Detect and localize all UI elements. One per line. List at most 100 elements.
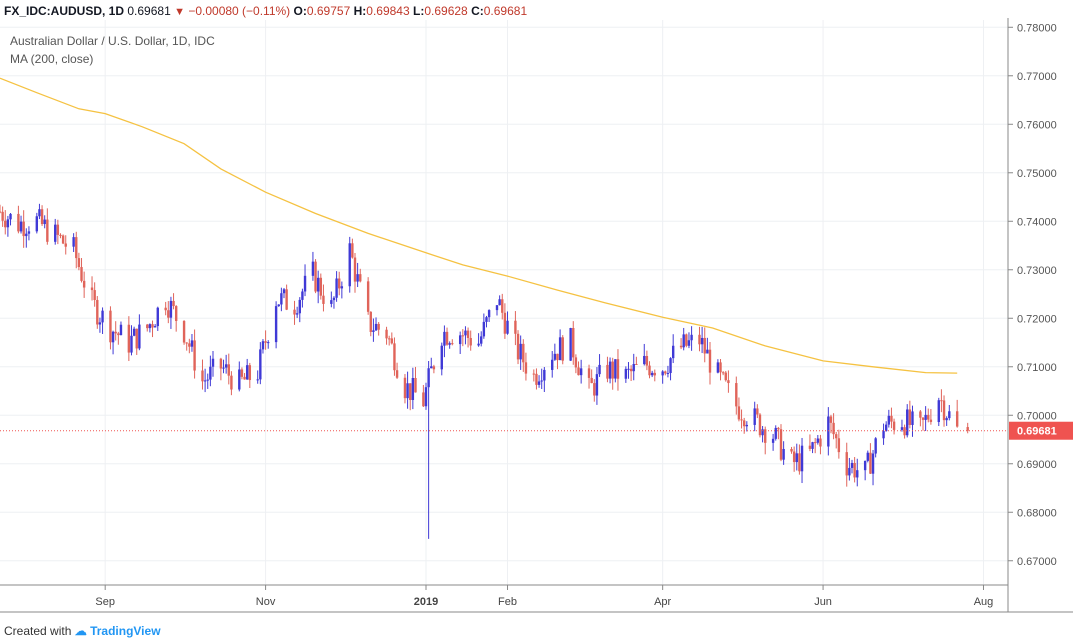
candle-body — [127, 324, 131, 353]
candle-body — [169, 300, 173, 318]
candle-body — [727, 380, 730, 384]
candle-body — [188, 343, 191, 347]
low-value: 0.69628 — [424, 4, 468, 18]
candle-body — [940, 400, 943, 402]
candle-body — [466, 330, 470, 338]
candle-body — [61, 235, 65, 244]
candle-body — [72, 237, 75, 247]
candle-body — [706, 349, 709, 354]
candle-body — [293, 309, 296, 315]
candle-body — [267, 342, 270, 344]
candle-body — [482, 321, 486, 337]
candle-body — [798, 453, 801, 472]
symbol-label: FX_IDC:AUDUSD, 1D — [4, 4, 125, 18]
candle-body — [464, 330, 467, 336]
candle-body — [303, 275, 307, 292]
candle-body — [17, 213, 20, 232]
candle-body — [190, 340, 194, 347]
candle-body — [138, 324, 141, 349]
candle-body — [632, 363, 635, 372]
candle-body — [458, 335, 462, 345]
y-tick-label: 0.67000 — [1017, 556, 1057, 568]
candle-body — [259, 349, 262, 380]
candle-body — [516, 333, 520, 360]
candle-body — [624, 368, 628, 379]
last-price-marker: 0.69681 — [0, 421, 1073, 440]
tradingview-logo-icon: ☁ — [74, 624, 87, 638]
candle-body — [153, 326, 157, 328]
candle-body — [813, 442, 817, 444]
candle-body — [782, 448, 785, 460]
candle-body — [193, 340, 196, 371]
candle-body — [551, 359, 554, 370]
candle-body — [616, 359, 620, 379]
candle-body — [643, 355, 646, 365]
close-label: C: — [471, 4, 484, 18]
candle-body — [9, 213, 12, 220]
candle-body — [756, 408, 759, 415]
candle-body — [608, 361, 612, 379]
candle-body — [569, 328, 572, 361]
candle-body — [238, 369, 241, 390]
candle-body — [82, 280, 86, 288]
y-tick-label: 0.76000 — [1017, 119, 1057, 131]
candle-body — [385, 329, 388, 339]
candle-body — [322, 295, 325, 304]
candle-body — [724, 372, 727, 381]
candle-body — [96, 299, 99, 325]
candle-body — [742, 420, 746, 427]
x-tick-label: Feb — [498, 596, 517, 608]
candle-body — [669, 358, 672, 374]
candle-body — [850, 462, 854, 468]
candle-body — [606, 364, 609, 379]
candle-body — [25, 233, 28, 237]
candle-body — [0, 211, 2, 213]
price-chart[interactable]: 0.78000 0.77000 0.76000 0.75000 0.74000 0.730… — [0, 0, 1073, 620]
candle-body — [372, 330, 375, 332]
candle-body — [874, 438, 877, 454]
candle-body — [911, 411, 914, 425]
candle-body — [243, 376, 246, 380]
footer: Created with ☁ TradingView — [4, 624, 161, 638]
candle-body — [351, 243, 354, 258]
ma-legend[interactable]: MA (200, close) — [10, 52, 94, 66]
candle-body — [524, 362, 528, 374]
y-tick-label: 0.78000 — [1017, 22, 1057, 34]
open-value: 0.69757 — [306, 4, 351, 18]
candle-body — [424, 387, 428, 407]
candle-body — [945, 418, 948, 421]
candle-body — [690, 334, 693, 341]
candle-body — [735, 383, 738, 407]
candle-body — [80, 267, 83, 281]
candle-body — [403, 377, 407, 399]
candle-body — [506, 320, 509, 334]
last-price-badge — [1009, 421, 1073, 440]
y-tick-label: 0.74000 — [1017, 216, 1057, 228]
candle-body — [495, 305, 499, 311]
candle-body — [937, 400, 940, 423]
candle-body — [316, 277, 320, 292]
candle-body — [6, 219, 10, 228]
candle-body — [779, 429, 783, 460]
open-label: O: — [293, 4, 307, 18]
candle-body — [422, 392, 425, 407]
tradingview-brand[interactable]: TradingView — [90, 624, 161, 638]
candle-body — [40, 209, 44, 225]
candle-body — [359, 274, 362, 282]
chart-title: Australian Dollar / U.S. Dollar, 1D, IDC — [10, 34, 215, 48]
candle-body — [56, 224, 60, 235]
candle-body — [46, 219, 49, 242]
candle-body — [837, 438, 841, 453]
candle-body — [700, 337, 704, 345]
candle-body — [816, 438, 820, 443]
candle-body — [919, 411, 922, 418]
candle-body — [884, 424, 888, 432]
candle-body — [869, 452, 872, 474]
candle-body — [90, 287, 94, 291]
candle-body — [146, 324, 149, 329]
candle-body — [685, 334, 688, 346]
candle-body — [829, 416, 833, 423]
x-tick-label: Aug — [974, 596, 994, 608]
candle-body — [966, 427, 969, 431]
candle-body — [314, 261, 317, 292]
